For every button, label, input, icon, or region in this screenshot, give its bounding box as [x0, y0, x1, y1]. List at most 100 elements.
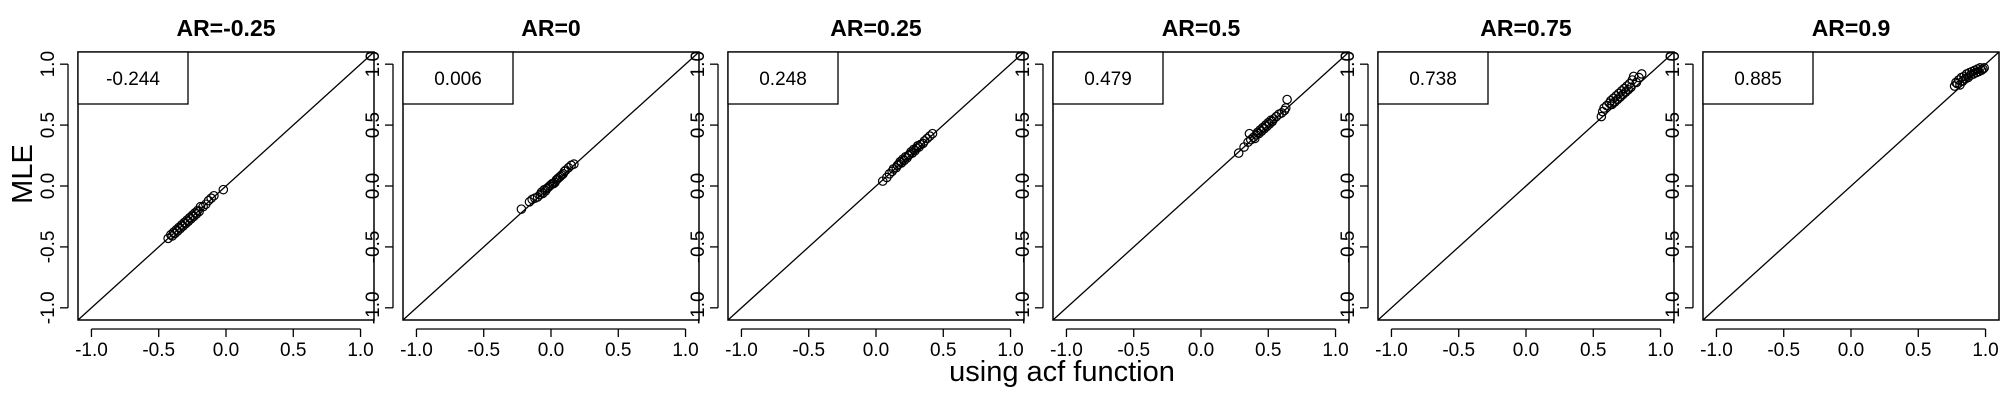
data-point — [1620, 87, 1631, 97]
reference-line-y-equals-x — [1702, 51, 2000, 321]
panel-6: AR=0.9 0.885 -1.0 -0.5 0.0 0.5 1.0 -1.0 -0.5 0.0 0… — [1663, 15, 2000, 361]
y-tick-label: -1.0 — [1013, 291, 1034, 324]
panel-2: AR=0 0.006 -1.0 -0.5 0.0 0.5 1.0 -1.0 -0.5 0.0 0.5… — [363, 15, 700, 361]
y-tick-label: -0.5 — [1338, 231, 1359, 264]
y-tick-label: 0.5 — [1338, 112, 1359, 138]
x-tick-label: -1.0 — [1050, 340, 1083, 361]
data-point — [1976, 65, 1987, 76]
x-tick-label: 1.0 — [672, 340, 698, 361]
x-axis-title: using acf function — [949, 356, 1175, 388]
y-axis-title: MLE — [7, 144, 39, 204]
panel-1: AR=-0.25 -0.244 -1.0 -0.5 0.0 0.5 1.0 -1.0 -0.5 0… — [38, 15, 375, 361]
data-point — [209, 190, 219, 201]
data-point — [203, 195, 214, 206]
panel-3: AR=0.25 0.248 -1.0 -0.5 0.0 0.5 1.0 -1.0 -0.5 0.0… — [688, 15, 1025, 361]
y-tick-label: 0.0 — [688, 173, 709, 199]
y-tick-label: 1.0 — [1338, 51, 1359, 77]
x-tick-label: 0.0 — [1513, 340, 1539, 361]
y-tick-label: 0.5 — [1013, 112, 1034, 138]
data-point — [1279, 105, 1290, 116]
plot-frame — [727, 51, 1025, 321]
x-tick-label: -1.0 — [1375, 340, 1408, 361]
y-tick-label: 1.0 — [688, 51, 709, 77]
reference-line-y-equals-x — [1052, 51, 1350, 321]
data-point — [1596, 111, 1607, 122]
x-tick-label: 1.0 — [1972, 340, 1998, 361]
annotation-value: 0.006 — [434, 69, 482, 90]
data-point — [195, 201, 206, 212]
data-point — [1978, 64, 1988, 74]
data-point — [925, 131, 935, 141]
x-tick-label: -0.5 — [792, 340, 825, 361]
annotation-box — [1702, 51, 1814, 105]
plot-frame — [1377, 51, 1675, 321]
data-point — [1979, 63, 1989, 73]
y-tick-label: 0.5 — [1663, 112, 1684, 138]
data-point — [206, 193, 216, 203]
y-tick-label: -1.0 — [1663, 291, 1684, 324]
panel-title: AR=0.9 — [1812, 15, 1891, 41]
x-tick-label: 0.0 — [1188, 340, 1214, 361]
data-point — [560, 165, 571, 175]
data-point — [1623, 84, 1634, 95]
annotation-box — [77, 51, 189, 105]
panel-title: AR=0.75 — [1480, 15, 1572, 41]
y-tick-label: -1.0 — [1338, 291, 1359, 324]
annotation-box — [727, 51, 839, 105]
reference-line-y-equals-x — [727, 51, 1025, 321]
x-tick-label: -0.5 — [1442, 340, 1475, 361]
data-point — [1233, 148, 1244, 158]
x-tick-label: 1.0 — [1647, 340, 1673, 361]
y-tick-label: 0.0 — [1663, 173, 1684, 199]
x-tick-label: -0.5 — [1767, 340, 1800, 361]
x-tick-label: 1.0 — [997, 340, 1023, 361]
y-tick-label: -1.0 — [688, 291, 709, 324]
y-tick-label: -0.5 — [688, 231, 709, 264]
data-point — [1607, 99, 1617, 110]
annotation-value: 0.479 — [1084, 69, 1132, 90]
panel-title: AR=-0.25 — [176, 15, 275, 41]
x-tick-label: 0.5 — [605, 340, 631, 361]
panel-4: AR=0.5 0.479 -1.0 -0.5 0.0 0.5 1.0 -1.0 -0.5 0.0 0… — [1013, 15, 1350, 361]
y-tick-label: 0.0 — [38, 173, 59, 199]
x-tick-label: 0.5 — [1905, 340, 1931, 361]
annotation-value: 0.738 — [1409, 69, 1457, 90]
panel-5: AR=0.75 0.738 -1.0 -0.5 0.0 0.5 1.0 -1.0 -0.5 0.0… — [1338, 15, 1675, 361]
data-point — [218, 184, 229, 195]
plot-frame — [77, 51, 375, 321]
plot-frame — [1702, 51, 2000, 321]
y-tick-label: 1.0 — [38, 51, 59, 77]
data-point — [1268, 114, 1279, 124]
data-point — [922, 133, 932, 144]
data-point — [198, 201, 208, 212]
y-tick-label: -1.0 — [38, 291, 59, 324]
y-tick-label: -0.5 — [38, 231, 59, 264]
data-point — [569, 159, 579, 169]
data-point — [516, 204, 527, 214]
y-tick-label: 0.0 — [1338, 173, 1359, 199]
x-tick-label: -1.0 — [725, 340, 758, 361]
y-tick-label: -0.5 — [363, 231, 384, 264]
panel-title: AR=0.5 — [1162, 15, 1241, 41]
panel-title: AR=0 — [521, 15, 580, 41]
x-tick-label: 0.5 — [1255, 340, 1281, 361]
x-tick-label: -0.5 — [1117, 340, 1150, 361]
y-tick-label: -0.5 — [1013, 231, 1034, 264]
data-point — [190, 208, 200, 218]
y-tick-label: 0.0 — [1013, 173, 1034, 199]
x-tick-label: -1.0 — [1700, 340, 1733, 361]
x-tick-label: -1.0 — [400, 340, 433, 361]
annotation-value: 0.248 — [759, 69, 807, 90]
x-tick-label: -0.5 — [467, 340, 500, 361]
data-point — [1626, 82, 1636, 93]
plot-frame — [402, 51, 700, 321]
x-tick-label: 0.5 — [280, 340, 306, 361]
y-tick-label: 0.5 — [363, 112, 384, 138]
y-tick-label: 0.5 — [688, 112, 709, 138]
data-point — [1245, 134, 1256, 145]
annotation-value: 0.885 — [1734, 69, 1782, 90]
x-tick-label: -1.0 — [75, 340, 108, 361]
data-point — [1610, 97, 1620, 107]
y-tick-label: -0.5 — [1663, 231, 1684, 264]
